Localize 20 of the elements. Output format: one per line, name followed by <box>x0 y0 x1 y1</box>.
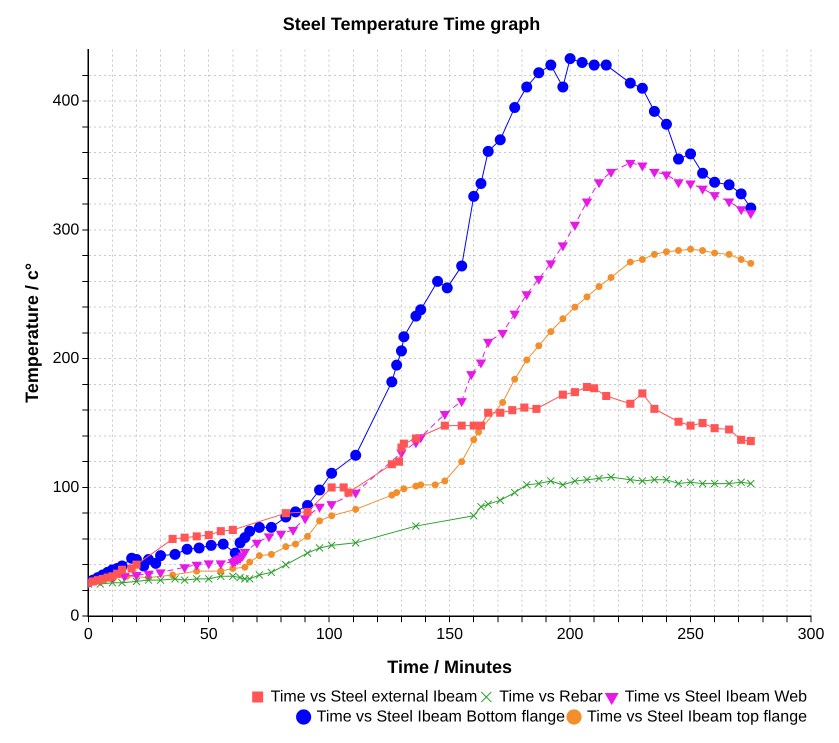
x-tick-label: 100 <box>316 626 343 644</box>
y-tick-label: 0 <box>70 608 80 625</box>
x-tick-label: 300 <box>798 626 824 644</box>
y-tick-label: 200 <box>52 350 80 368</box>
legend-label: Time vs Steel Ibeam top flange <box>587 708 808 726</box>
x-tick-label: 150 <box>436 626 464 644</box>
chart-title: Steel Temperature Time graph <box>282 14 540 34</box>
y-tick-label: 100 <box>52 478 80 496</box>
y-tick-label: 300 <box>52 221 80 238</box>
legend-label: Time vs Steel external Ibeam <box>270 688 478 706</box>
y-tick-label: 400 <box>52 92 80 110</box>
x-axis-title: Time / Minutes <box>387 657 512 678</box>
x-tick-label: 200 <box>556 626 584 644</box>
legend-label: Time vs Rebar <box>499 688 604 706</box>
x-tick-label: 0 <box>84 626 93 644</box>
y-axis-title: Temperature / c° <box>22 262 42 403</box>
x-tick-label: 50 <box>200 626 218 644</box>
legend-label: Time vs Steel Ibeam Bottom flange <box>316 708 566 726</box>
x-tick-label: 250 <box>677 626 704 644</box>
legend-label: Time vs Steel Ibeam Web <box>624 688 808 706</box>
